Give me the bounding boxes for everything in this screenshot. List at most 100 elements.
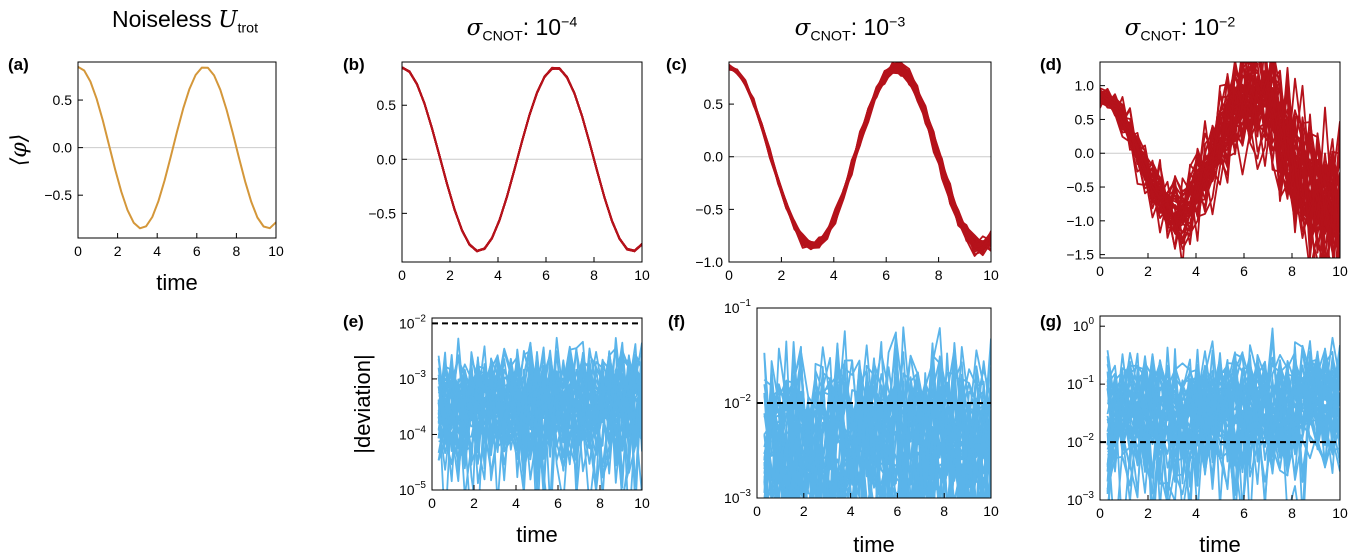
x-tick-label: 0 xyxy=(398,267,406,283)
x-tick-label: 0 xyxy=(753,503,761,519)
series-line xyxy=(1100,72,1334,258)
series-line xyxy=(1107,349,1340,500)
x-tick-label: 6 xyxy=(894,503,902,519)
x-tick-label: 8 xyxy=(1288,263,1296,279)
series-line xyxy=(729,62,991,249)
y-tick-label: 10−2 xyxy=(399,313,426,331)
header-noiseless: Noiseless Utrot xyxy=(111,6,259,37)
x-tick-label: 6 xyxy=(882,267,890,283)
y-tick-label: −1.5 xyxy=(1066,247,1094,263)
y-tick-label: 10−4 xyxy=(399,424,426,442)
x-axis-label: time xyxy=(853,532,895,557)
series-line xyxy=(437,358,642,473)
y-tick-label: 10−3 xyxy=(399,369,426,387)
y-tick-label: −1.0 xyxy=(695,254,723,270)
x-tick-label: 2 xyxy=(446,267,454,283)
series-line xyxy=(729,65,991,256)
x-tick-label: 8 xyxy=(940,503,948,519)
series-line xyxy=(1106,350,1340,494)
y-tick-label: 1.0 xyxy=(1075,78,1095,94)
series-line xyxy=(729,66,991,250)
y-tick-label: 10−5 xyxy=(399,480,426,498)
panel-label: (b) xyxy=(343,55,365,74)
series-line xyxy=(1106,360,1340,473)
y-tick-label: 0.0 xyxy=(53,140,73,156)
y-tick-label: 0.5 xyxy=(377,97,397,113)
series-line xyxy=(1107,340,1340,500)
series-line xyxy=(729,66,991,252)
x-tick-label: 10 xyxy=(634,495,650,511)
x-tick-label: 0 xyxy=(725,267,733,283)
x-tick-label: 10 xyxy=(1332,263,1348,279)
series-line xyxy=(729,68,991,249)
series-line xyxy=(729,66,991,249)
y-tick-label: 10−2 xyxy=(1067,432,1094,450)
series-line xyxy=(1107,370,1340,496)
x-tick-label: 10 xyxy=(983,267,999,283)
x-tick-label: 4 xyxy=(512,495,520,511)
x-tick-label: 6 xyxy=(1240,505,1248,521)
panel-label: (d) xyxy=(1040,55,1062,74)
series-line xyxy=(729,63,991,252)
series-line xyxy=(729,65,991,248)
y-tick-label: 10−2 xyxy=(724,393,751,411)
x-tick-label: 6 xyxy=(554,495,562,511)
plot-frame xyxy=(728,61,992,263)
y-tick-label: 0.5 xyxy=(704,96,724,112)
plot-frame xyxy=(1099,61,1341,259)
series-line xyxy=(764,355,991,498)
x-tick-label: 0 xyxy=(1096,505,1104,521)
panel-label: (e) xyxy=(343,312,364,331)
series-line xyxy=(78,65,276,230)
y-tick-label: 10−3 xyxy=(1067,490,1094,508)
x-tick-label: 0 xyxy=(1096,263,1104,279)
series-line xyxy=(1107,351,1340,461)
series-line xyxy=(729,67,991,248)
header-sigma-d: σCNOT: 10−2 xyxy=(1124,14,1236,45)
x-tick-label: 8 xyxy=(1288,505,1296,521)
series-line xyxy=(729,64,991,251)
panel-label: (c) xyxy=(666,55,687,74)
y-axis-label: |deviation| xyxy=(350,354,375,454)
series-line xyxy=(437,347,642,456)
panel-label: (a) xyxy=(8,55,29,74)
series-line xyxy=(438,349,642,479)
series-group xyxy=(1100,62,1340,258)
y-axis-label: ⟨φ⟩ xyxy=(7,134,32,167)
y-tick-label: −0.5 xyxy=(695,201,723,217)
panel-label: (g) xyxy=(1040,312,1062,331)
series-group xyxy=(1106,327,1340,500)
y-tick-label: 0.0 xyxy=(377,151,397,167)
series-group xyxy=(729,62,991,257)
series-line xyxy=(1106,336,1340,491)
x-tick-label: 2 xyxy=(778,267,786,283)
x-tick-label: 0 xyxy=(428,495,436,511)
y-tick-label: 0.5 xyxy=(53,92,73,108)
series-line xyxy=(729,62,991,254)
x-tick-label: 10 xyxy=(1332,505,1348,521)
x-axis-label: time xyxy=(1199,532,1241,557)
x-tick-label: 10 xyxy=(983,503,999,519)
header-sigma-b: σCNOT: 10−4 xyxy=(466,14,578,45)
y-tick-label: 100 xyxy=(1073,316,1095,334)
x-axis-label: time xyxy=(516,522,558,547)
series-line xyxy=(729,68,991,248)
panel-label: (f) xyxy=(668,312,685,331)
x-tick-label: 4 xyxy=(830,267,838,283)
x-tick-label: 2 xyxy=(1144,263,1152,279)
plot-frame xyxy=(431,317,643,491)
series-line xyxy=(437,349,642,483)
x-tick-label: 6 xyxy=(193,243,201,259)
series-line xyxy=(763,348,991,498)
header-sigma-c: σCNOT: 10−3 xyxy=(794,14,906,45)
x-tick-label: 4 xyxy=(847,503,855,519)
series-line xyxy=(763,383,991,498)
series-line xyxy=(729,64,991,247)
x-tick-label: 4 xyxy=(153,243,161,259)
x-tick-label: 6 xyxy=(542,267,550,283)
series-line xyxy=(1100,62,1340,258)
y-tick-label: 10−1 xyxy=(1067,374,1094,392)
series-group xyxy=(763,326,991,498)
x-tick-label: 4 xyxy=(494,267,502,283)
series-line xyxy=(729,62,991,254)
